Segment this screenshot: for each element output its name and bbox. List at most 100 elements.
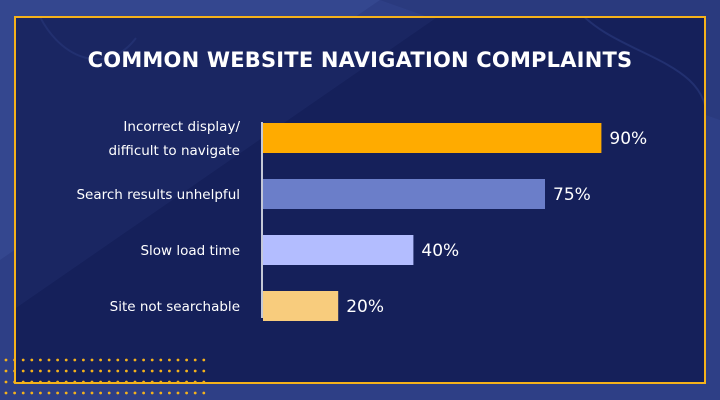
decor-dot: [47, 380, 51, 384]
decor-dot: [4, 391, 8, 395]
panel-curve-right: [584, 18, 704, 106]
decor-dot: [142, 369, 146, 373]
bar-chart: 90% Incorrect display/difficult to naviga…: [76, 119, 647, 321]
decor-dot: [64, 358, 68, 362]
decor-dot: [116, 369, 120, 373]
decor-dot: [107, 391, 111, 395]
decor-dot: [202, 391, 206, 395]
decor-dot: [133, 358, 137, 362]
decor-dot: [168, 380, 171, 384]
decor-dot: [99, 358, 102, 362]
decor-dot: [82, 369, 85, 373]
decor-dot: [4, 358, 8, 362]
decor-dot: [107, 358, 111, 362]
decor-dot: [133, 369, 137, 373]
decor-dot: [82, 358, 85, 362]
category-label-0-line-0: Incorrect display/: [123, 119, 240, 135]
value-label-0: 90%: [609, 129, 647, 149]
decor-dot: [159, 391, 163, 395]
decor-dot: [30, 369, 34, 373]
value-label-2: 40%: [421, 241, 459, 261]
decor-dot: [159, 369, 163, 373]
decor-dot: [133, 391, 137, 395]
decor-dot: [142, 358, 146, 362]
decor-dot: [30, 380, 34, 384]
decor-dot: [47, 358, 51, 362]
decor-dot: [39, 358, 42, 362]
decor-dot: [176, 369, 180, 373]
decor-dot: [202, 358, 206, 362]
decor-dot: [56, 391, 59, 395]
decor-dot: [56, 369, 59, 373]
decor-dot: [4, 380, 8, 384]
decor-dot: [64, 380, 68, 384]
decor-dot: [116, 358, 120, 362]
decor-dot: [116, 391, 120, 395]
decor-dot: [176, 358, 180, 362]
decor-dot: [125, 380, 128, 384]
decor-dot: [21, 391, 25, 395]
decor-dot: [185, 369, 189, 373]
decor-dot: [142, 380, 146, 384]
bar-group: 90% Incorrect display/difficult to naviga…: [76, 119, 647, 321]
value-label-1: 75%: [553, 185, 591, 205]
decor-dot: [13, 369, 16, 373]
decor-dot: [185, 391, 189, 395]
decor-dot: [168, 391, 171, 395]
decor-dot: [202, 369, 206, 373]
decor-dot: [125, 369, 128, 373]
decor-dot: [150, 391, 154, 395]
panel-decoration: [16, 18, 704, 308]
decor-dot: [30, 358, 34, 362]
bar-0: [263, 123, 602, 153]
decor-dot: [168, 358, 171, 362]
decor-dot: [13, 358, 16, 362]
decor-dot: [168, 369, 171, 373]
bar-1: [263, 179, 545, 209]
decor-dot: [99, 391, 102, 395]
decor-dot: [99, 369, 102, 373]
decor-dot: [185, 358, 189, 362]
decor-dot: [21, 358, 25, 362]
bar-3: [263, 291, 339, 321]
decor-dot: [159, 380, 163, 384]
category-label-2: Slow load time: [140, 243, 240, 259]
decor-dot: [39, 380, 42, 384]
decor-dot: [185, 380, 189, 384]
category-label-1: Search results unhelpful: [76, 187, 240, 203]
decor-dot: [159, 358, 163, 362]
decor-dot: [73, 391, 77, 395]
decor-dot: [193, 391, 197, 395]
decor-dot: [73, 380, 77, 384]
decor-dot: [90, 391, 94, 395]
decor-dot: [193, 380, 197, 384]
decor-dot: [133, 380, 137, 384]
decor-dot: [142, 391, 146, 395]
decor-dot: [13, 380, 16, 384]
decor-dot: [64, 391, 68, 395]
decor-dot: [21, 380, 25, 384]
decor-dot: [30, 391, 34, 395]
chart-title: COMMON WEBSITE NAVIGATION COMPLAINTS: [87, 48, 633, 72]
decor-dot: [90, 380, 94, 384]
decor-dot: [64, 369, 68, 373]
decor-dot: [125, 391, 128, 395]
decor-dot: [73, 358, 77, 362]
decor-dot: [125, 358, 128, 362]
decor-dot: [90, 358, 94, 362]
decor-dot: [116, 380, 120, 384]
decor-dot: [176, 380, 180, 384]
bar-2: [263, 235, 414, 265]
decor-dot: [150, 369, 154, 373]
decor-dot: [193, 358, 197, 362]
decor-dot: [21, 369, 25, 373]
decor-dot: [202, 380, 206, 384]
panel-shade-shape: [16, 18, 436, 308]
decor-dot: [150, 380, 154, 384]
decor-dot: [73, 369, 77, 373]
decor-dot: [107, 380, 111, 384]
decor-dot: [82, 380, 85, 384]
chart-panel: COMMON WEBSITE NAVIGATION COMPLAINTS 90%…: [14, 16, 706, 384]
decor-dot: [4, 369, 8, 373]
